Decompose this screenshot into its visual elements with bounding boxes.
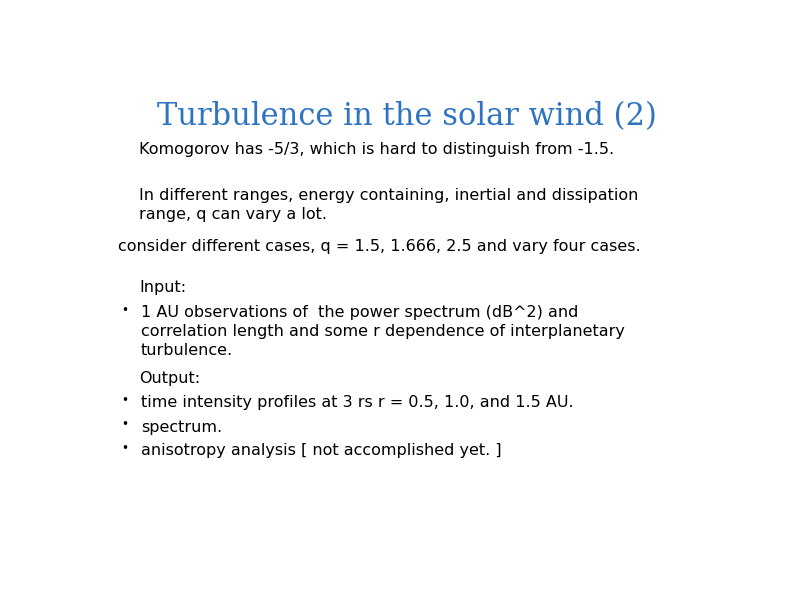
Text: Komogorov has -5/3, which is hard to distinguish from -1.5.: Komogorov has -5/3, which is hard to dis…	[139, 142, 615, 158]
Text: Turbulence in the solar wind (2): Turbulence in the solar wind (2)	[157, 101, 657, 132]
Text: spectrum.: spectrum.	[141, 419, 222, 434]
Text: Output:: Output:	[139, 371, 200, 387]
Text: 1 AU observations of  the power spectrum (dB^2) and
correlation length and some : 1 AU observations of the power spectrum …	[141, 305, 625, 358]
Text: •: •	[121, 418, 128, 431]
Text: anisotropy analysis [ not accomplished yet. ]: anisotropy analysis [ not accomplished y…	[141, 443, 502, 458]
Text: Input:: Input:	[139, 280, 187, 295]
Text: •: •	[121, 394, 128, 407]
Text: •: •	[121, 303, 128, 317]
Text: consider different cases, q = 1.5, 1.666, 2.5 and vary four cases.: consider different cases, q = 1.5, 1.666…	[118, 239, 640, 253]
Text: •: •	[121, 442, 128, 455]
Text: In different ranges, energy containing, inertial and dissipation
range, q can va: In different ranges, energy containing, …	[139, 188, 638, 223]
Text: time intensity profiles at 3 rs r = 0.5, 1.0, and 1.5 AU.: time intensity profiles at 3 rs r = 0.5,…	[141, 395, 574, 411]
